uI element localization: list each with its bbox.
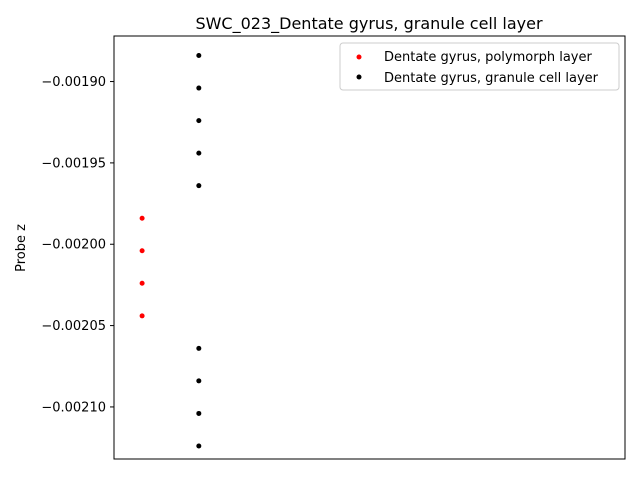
data-point-granule — [196, 85, 202, 91]
y-tick-label: −0.00195 — [41, 156, 106, 171]
y-tick-label: −0.00210 — [41, 400, 106, 415]
data-point-polymorph — [139, 280, 145, 286]
data-point-granule — [196, 345, 202, 351]
data-point-polymorph — [139, 248, 145, 254]
data-point-granule — [196, 118, 202, 124]
data-point-granule — [196, 150, 202, 156]
chart-title: SWC_023_Dentate gyrus, granule cell laye… — [195, 14, 543, 34]
y-tick-label: −0.00200 — [41, 238, 106, 253]
legend-marker-polymorph — [356, 54, 362, 60]
legend-label-polymorph: Dentate gyrus, polymorph layer — [384, 50, 592, 65]
data-point-polymorph — [139, 215, 145, 221]
plot-frame — [113, 35, 626, 460]
legend-label-granule: Dentate gyrus, granule cell layer — [384, 71, 599, 86]
y-axis: −0.00190 −0.00195 −0.00200 −0.00205 −0.00210 — [41, 75, 114, 415]
legend-box — [339, 42, 620, 91]
plot-area — [139, 53, 202, 449]
data-point-granule — [196, 378, 202, 384]
data-point-granule — [196, 443, 202, 449]
y-tick-label: −0.00190 — [41, 75, 106, 90]
data-point-granule — [196, 183, 202, 189]
data-point-polymorph — [139, 313, 145, 319]
data-point-granule — [196, 410, 202, 416]
data-point-granule — [196, 53, 202, 59]
legend-marker-granule — [356, 74, 362, 80]
y-axis-label: Probe z — [14, 224, 29, 272]
legend: Dentate gyrus, polymorph layer Dentate g… — [339, 42, 620, 91]
y-tick-label: −0.00205 — [41, 319, 106, 334]
